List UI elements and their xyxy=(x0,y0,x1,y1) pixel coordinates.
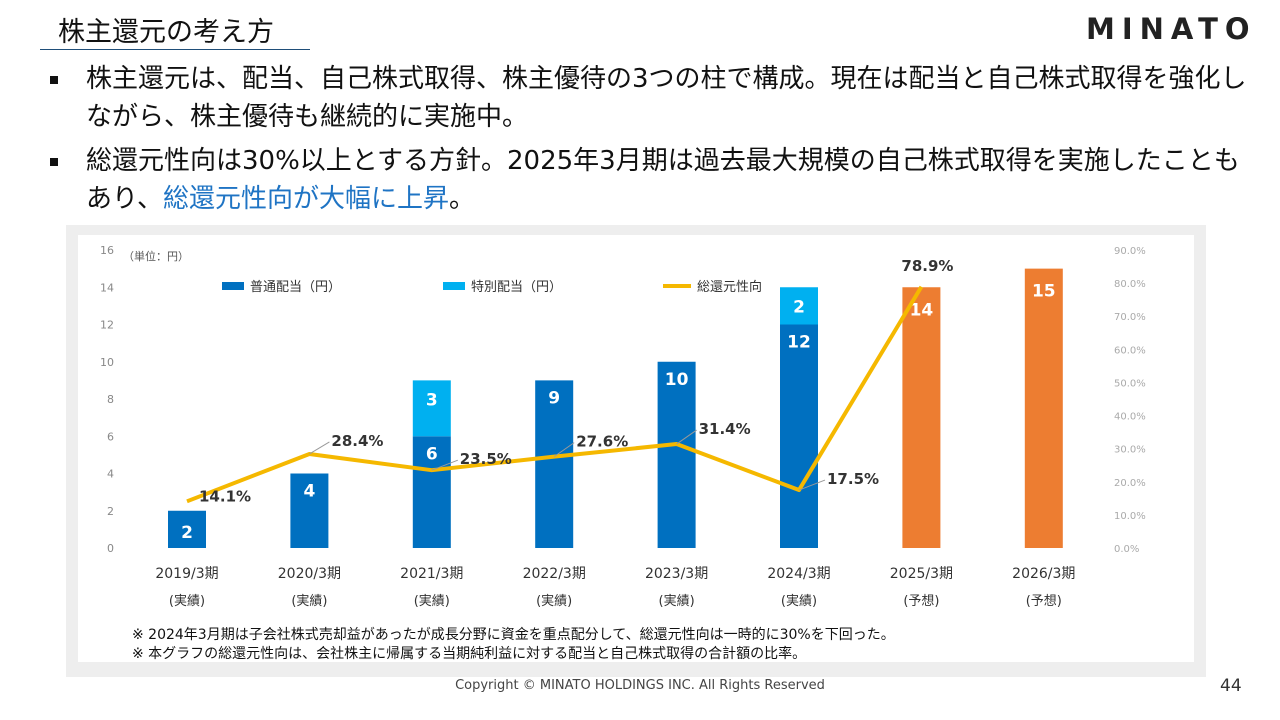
dividend-chart: 0 2 4 6 8 10 12 14 16 0.0% 10.0% 20.0% 30.0% 40.0% 50.… xyxy=(100,244,1146,609)
y2-tick-label: 50.0% xyxy=(1114,378,1146,389)
line-data-label: 14.1% xyxy=(199,487,251,505)
x-tick-label: 2021/3期 xyxy=(400,566,463,582)
y2-tick-label: 70.0% xyxy=(1114,312,1146,323)
y-tick-label: 12 xyxy=(100,319,114,332)
x-tick-sublabel: (実績) xyxy=(659,593,695,609)
y-tick-label: 10 xyxy=(100,356,114,369)
bar-regular xyxy=(168,510,206,548)
bar-forecast xyxy=(1024,268,1063,548)
copyright-footer: Copyright © MINATO HOLDINGS INC. All Rig… xyxy=(455,678,825,693)
line-data-label: 17.5% xyxy=(827,470,879,488)
x-tick-sublabel: (予想) xyxy=(1026,593,1062,609)
legend-swatch xyxy=(443,282,465,290)
label-leader-line xyxy=(798,479,826,491)
line-data-label: 23.5% xyxy=(460,450,512,468)
title-underline xyxy=(40,49,310,50)
legend-swatch xyxy=(222,282,244,290)
label-leader-line xyxy=(676,429,697,445)
chart-note-2: ※ 本グラフの総還元性向は、会社株主に帰属する当期純利益に対する配当と自己株式取… xyxy=(132,646,807,662)
chart-note-1: ※ 2024年3月期は子会社株式売却益があったが成長分野に資金を重点配分して、総… xyxy=(132,627,895,643)
bar-label: 2 xyxy=(181,523,193,543)
x-tick-label: 2025/3期 xyxy=(890,566,953,582)
y-tick-label: 2 xyxy=(107,505,114,518)
label-leader-line xyxy=(431,459,458,471)
bar-label: 15 xyxy=(1032,282,1056,302)
bar-label: 4 xyxy=(303,482,315,502)
bullet-text-end: 。 xyxy=(448,184,475,214)
bullet-item: 株主還元は、配当、自己株式取得、株主優待の3つの柱で構成。現在は配当と自己株式取… xyxy=(50,60,1250,136)
legend-label: 総還元性向 xyxy=(697,279,762,295)
y-tick-label: 6 xyxy=(107,430,114,443)
legend-label: 特別配当（円） xyxy=(471,280,562,295)
line-data-label: 28.4% xyxy=(331,432,383,450)
label-leader-line xyxy=(309,441,330,455)
y-tick-label: 0 xyxy=(107,542,114,555)
bar-regular xyxy=(290,473,329,548)
x-tick-sublabel: (実績) xyxy=(169,593,205,609)
bar-label: 10 xyxy=(665,370,689,390)
y2-tick-label: 30.0% xyxy=(1114,445,1146,456)
bar-special xyxy=(412,380,451,437)
y2-tick-label: 90.0% xyxy=(1114,246,1146,257)
company-logo: MINATO xyxy=(1086,12,1257,46)
y-tick-label: 4 xyxy=(107,468,114,481)
bullet-square-icon xyxy=(50,76,58,84)
bar-label: 12 xyxy=(787,333,811,353)
bar-label: 3 xyxy=(426,390,438,410)
y-tick-label: 14 xyxy=(100,281,114,294)
bar-label: 9 xyxy=(548,388,560,408)
x-tick-label: 2022/3期 xyxy=(523,566,586,582)
x-tick-label: 2019/3期 xyxy=(155,566,218,582)
bullet-text: 総還元性向は30%以上とする方針。2025年3月期は過去最大規模の自己株式取得を… xyxy=(86,146,1240,214)
y2-tick-label: 20.0% xyxy=(1114,478,1146,489)
bar-regular xyxy=(780,324,818,548)
x-tick-sublabel: (予想) xyxy=(903,593,939,609)
bar-special xyxy=(780,287,818,325)
line-data-label: 78.9% xyxy=(901,257,953,275)
x-tick-label: 2023/3期 xyxy=(645,566,708,582)
unit-label: （単位：円） xyxy=(123,249,189,263)
x-tick-sublabel: (実績) xyxy=(414,593,450,609)
y2-tick-label: 0.0% xyxy=(1114,544,1139,555)
x-tick-sublabel: (実績) xyxy=(781,593,817,609)
bullet-list: 株主還元は、配当、自己株式取得、株主優待の3つの柱で構成。現在は配当と自己株式取… xyxy=(50,60,1250,224)
line-data-label: 31.4% xyxy=(699,420,751,438)
x-tick-label: 2024/3期 xyxy=(767,566,830,582)
y2-tick-label: 10.0% xyxy=(1114,511,1146,522)
bar-label: 6 xyxy=(426,444,438,464)
bullet-text: 株主還元は、配当、自己株式取得、株主優待の3つの柱で構成。現在は配当と自己株式取… xyxy=(86,64,1247,132)
y2-tick-label: 60.0% xyxy=(1114,345,1146,356)
bar-forecast xyxy=(902,287,941,548)
y2-tick-label: 80.0% xyxy=(1114,279,1146,290)
x-tick-label: 2026/3期 xyxy=(1012,566,1075,582)
line-data-label: 27.6% xyxy=(576,433,628,451)
bar-regular xyxy=(412,436,451,548)
slide-title: 株主還元の考え方 xyxy=(58,17,274,48)
y-tick-label: 16 xyxy=(100,244,114,257)
label-leader-line xyxy=(553,442,575,458)
page-number: 44 xyxy=(1220,676,1242,696)
x-tick-sublabel: (実績) xyxy=(536,593,572,609)
bar-regular xyxy=(535,380,574,548)
bar-label: 2 xyxy=(793,297,805,317)
chart-panel: 0 2 4 6 8 10 12 14 16 0.0% 10.0% 20.0% 30.0% 40.0% 50.… xyxy=(78,235,1194,662)
legend-label: 普通配当（円） xyxy=(250,280,341,295)
bullet-square-icon xyxy=(50,158,58,166)
y2-tick-label: 40.0% xyxy=(1114,412,1146,423)
x-tick-label: 2020/3期 xyxy=(278,566,341,582)
bullet-item: 総還元性向は30%以上とする方針。2025年3月期は過去最大規模の自己株式取得を… xyxy=(50,142,1250,218)
bar-regular xyxy=(657,361,696,548)
bar-label: 14 xyxy=(910,300,934,320)
y-tick-label: 8 xyxy=(107,393,114,406)
bullet-highlight: 総還元性向が大幅に上昇 xyxy=(162,184,449,214)
x-tick-sublabel: (実績) xyxy=(291,593,327,609)
